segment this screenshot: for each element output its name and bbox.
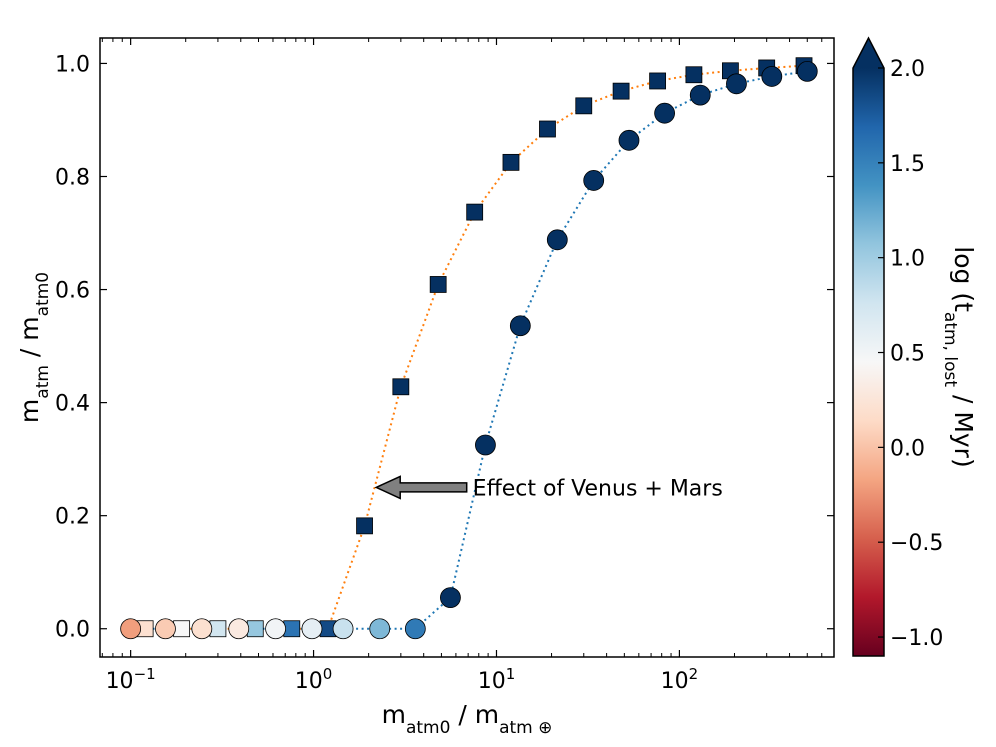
x-tick-label: 101 <box>478 665 516 694</box>
circle-marker <box>726 73 747 95</box>
x-tick-label: 10−1 <box>106 665 156 694</box>
colorbar-tick-label: 0.5 <box>890 342 925 367</box>
square-marker <box>392 378 410 396</box>
colorbar-tick-label: 2.0 <box>890 57 925 82</box>
circle-marker <box>228 618 250 640</box>
circle-marker <box>583 170 605 191</box>
circle-marker <box>404 618 426 640</box>
colorbar-frame <box>852 36 885 657</box>
y-axis-label: matm / matm0 <box>15 272 53 423</box>
circle-marker <box>618 129 640 151</box>
circle-marker <box>191 618 213 640</box>
square-marker <box>539 120 556 138</box>
x-tick-label: 102 <box>661 665 699 694</box>
colorbar-gradient <box>853 68 884 656</box>
circle-marker <box>155 618 176 640</box>
y-tick-label: 0.4 <box>55 392 90 417</box>
annotation: Effect of Venus + Mars <box>374 475 723 501</box>
square-marker <box>575 97 593 115</box>
plot-background <box>100 38 834 657</box>
square-marker <box>173 620 191 638</box>
circle-marker <box>301 618 323 640</box>
y-tick-label: 1.0 <box>55 52 90 77</box>
y-tick-label: 0.2 <box>55 505 90 530</box>
square-marker <box>685 66 703 84</box>
square-marker <box>356 517 373 535</box>
x-tick-label: 100 <box>295 665 333 694</box>
colorbar-tick-label: 0.0 <box>890 436 925 461</box>
x-axis-label: matm0 / matm ⊕ <box>382 700 553 738</box>
square-marker <box>466 203 484 221</box>
square-marker <box>209 620 227 638</box>
circle-marker <box>796 60 818 82</box>
plot-area <box>100 38 834 657</box>
y-tick-label: 0.0 <box>55 618 90 643</box>
y-tick-label: 0.8 <box>55 165 90 190</box>
colorbar-tick-label: 1.0 <box>890 247 925 272</box>
annotation-text: Effect of Venus + Mars <box>473 476 723 501</box>
circle-marker <box>265 618 286 640</box>
circle-marker <box>120 618 142 640</box>
colorbar: −1.0 −0.5 0.0 0.5 1.0 1.5 2.0 log (tatm, lost /… <box>852 36 978 657</box>
square-marker <box>246 620 264 638</box>
circle-marker <box>369 618 391 640</box>
axes: 10−1 100 101 102 0.0 0.2 0.4 0.6 0.8 1.0 <box>55 37 835 694</box>
colorbar-extend-arrow <box>853 38 884 68</box>
circle-marker <box>761 66 783 87</box>
colorbar-tick-label: −0.5 <box>890 531 943 556</box>
y-tick-label: 0.6 <box>55 279 90 304</box>
annotation-arrow <box>374 475 468 500</box>
circle-marker <box>546 229 568 251</box>
circle-marker <box>332 618 354 640</box>
square-marker <box>612 82 630 100</box>
square-marker <box>429 276 447 293</box>
circle-marker <box>689 84 711 106</box>
square-marker <box>649 72 667 90</box>
colorbar-tick-label: 1.5 <box>890 152 925 177</box>
circle-marker <box>654 102 676 124</box>
axes-frame <box>99 37 835 658</box>
colorbar-label: log (tatm, lost / Myr) <box>940 246 978 467</box>
circle-marker <box>475 434 496 456</box>
colorbar-tick-label: −1.0 <box>890 626 943 651</box>
circle-marker <box>440 587 461 609</box>
square-marker <box>283 620 301 638</box>
circle-marker <box>509 315 531 337</box>
data-markers <box>120 57 818 640</box>
square-marker <box>502 153 520 171</box>
